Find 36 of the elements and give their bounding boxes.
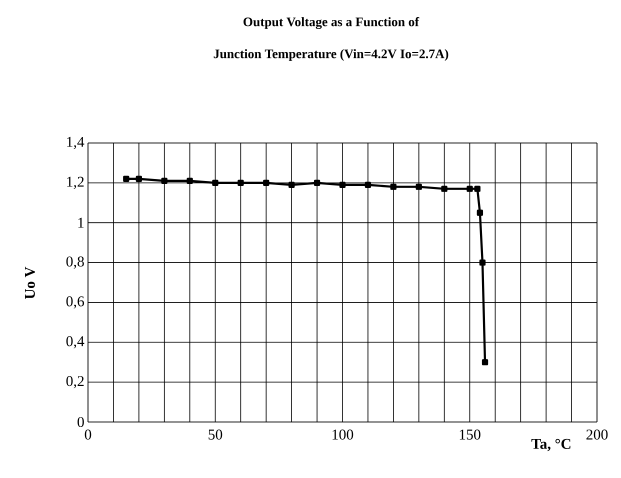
y-tick-label: 1,4 <box>67 136 84 150</box>
y-tick-label: 0,8 <box>66 256 84 269</box>
x-axis-title: Ta, °C <box>531 438 570 452</box>
y-tick-label: 0 <box>78 416 84 428</box>
y-tick-label: 0,2 <box>66 376 84 388</box>
point <box>314 180 320 186</box>
point <box>364 182 372 188</box>
point <box>482 359 488 366</box>
x-tick-label: 100 <box>332 430 354 440</box>
point <box>212 180 218 186</box>
point <box>339 182 346 188</box>
point <box>466 186 473 192</box>
x-tick-label: 150 <box>460 430 480 440</box>
point <box>474 186 480 192</box>
point <box>186 178 193 184</box>
y-tick-label: 1,2 <box>67 176 84 189</box>
point <box>288 182 295 188</box>
chart-subtitle: Junction Temperature (Vin=4.2V Io=2.7A) <box>214 49 448 61</box>
x-tick-label: 0 <box>84 430 92 440</box>
point <box>390 184 396 190</box>
y-tick-label: 0,6 <box>66 296 84 309</box>
chart-title: Output Voltage as a Function of <box>244 17 420 29</box>
point <box>123 176 130 182</box>
y-tick-label: 1 <box>78 218 84 228</box>
y-tick-label: 0,4 <box>66 336 84 348</box>
x-tick-label: 200 <box>586 430 608 440</box>
point <box>136 176 142 182</box>
x-tick-label: 50 <box>208 430 222 440</box>
point <box>238 180 244 186</box>
point <box>441 186 448 192</box>
point <box>263 180 270 186</box>
point <box>476 210 484 216</box>
point <box>479 259 486 266</box>
point <box>161 178 168 184</box>
y-axis-title: Uo V <box>25 266 35 300</box>
point <box>416 184 422 190</box>
